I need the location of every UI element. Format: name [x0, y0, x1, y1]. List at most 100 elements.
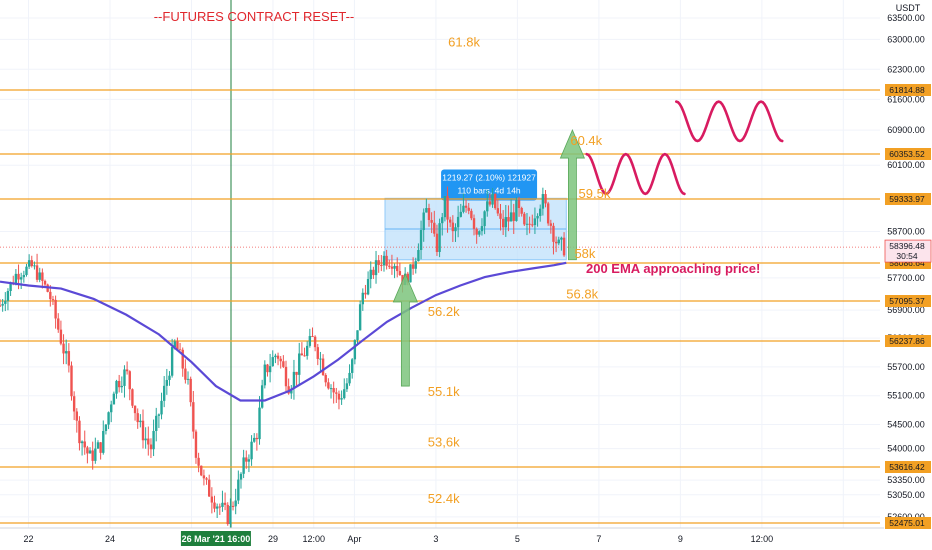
candle-body [49, 291, 52, 300]
candle-body [149, 444, 153, 450]
chart-title: --FUTURES CONTRACT RESET-- [154, 9, 355, 24]
candle-body [268, 366, 272, 373]
time-tick-label: 12:00 [751, 534, 774, 544]
candle-body [176, 341, 179, 350]
candle-body [345, 383, 349, 390]
candle-body [123, 369, 126, 386]
level-price-tag [885, 193, 931, 205]
candle-body [343, 389, 346, 399]
up-arrow [559, 129, 586, 261]
candlesticks [0, 186, 566, 537]
price-tick-label: 60900.00 [887, 125, 925, 135]
level-price-tag [885, 335, 931, 347]
candle-body [557, 239, 560, 244]
candle-body [501, 218, 505, 228]
candle-body [451, 222, 455, 232]
candle-body [377, 260, 380, 265]
candle-body [290, 388, 293, 394]
candle-body [189, 378, 192, 403]
candle-body [38, 272, 41, 280]
candle-body [35, 265, 39, 280]
candle-body [433, 222, 436, 234]
candle-body [494, 194, 497, 209]
candle-body [184, 368, 187, 380]
candle-body [284, 366, 288, 387]
level-zone-label: 61.8k [448, 34, 480, 49]
candle-body [25, 266, 28, 275]
candle-body [348, 372, 351, 384]
candle-body [327, 382, 330, 389]
candle-body [231, 505, 235, 507]
price-tick-label: 53350.00 [887, 475, 925, 485]
candle-body [202, 475, 206, 479]
price-tick-label: 55700.00 [887, 362, 925, 372]
time-tick-label: 9 [678, 534, 683, 544]
price-axis[interactable]: 63500.00 63000.00 62300.00 61600.00 60900.00… [884, 0, 932, 550]
candle-body [99, 442, 102, 453]
candle-body [57, 318, 60, 330]
candle-body [393, 265, 396, 269]
candle-body [181, 349, 184, 369]
price-tick-label: 56900.00 [887, 305, 925, 315]
candle-body [409, 264, 412, 283]
candle-body [131, 389, 134, 406]
candle-body [287, 386, 290, 394]
candle-body [454, 227, 457, 232]
candle-body [253, 437, 256, 442]
candle-body [41, 272, 44, 281]
candle-body [321, 358, 325, 375]
level-price-tag [885, 461, 931, 473]
candle-body [430, 220, 433, 223]
candle-body [491, 194, 494, 205]
ema-200-path [0, 261, 567, 402]
candle-body [33, 265, 36, 267]
candle-body [120, 385, 124, 388]
measure-tooltip [441, 169, 538, 201]
projection-arrows [392, 129, 586, 387]
candle-body [258, 407, 261, 440]
candle-body [396, 265, 399, 272]
candle-body [245, 457, 248, 462]
candle-body [303, 355, 306, 357]
level-price-tag-label: 60353.52 [889, 149, 925, 159]
candle-body [255, 437, 259, 440]
current-price-tag [884, 239, 932, 263]
level-labels: 61.8k 60.4k 59.5k 58k 56.8k 56.2k 55.1k 53,6k 52… [428, 34, 611, 506]
time-tick-label: 7 [596, 534, 601, 544]
price-tick-label: 62300.00 [887, 64, 925, 74]
candle-body [104, 424, 108, 431]
candle-body [208, 479, 211, 497]
candle-body [147, 438, 150, 445]
candle-body [157, 414, 161, 416]
price-tick-label: 53050.00 [887, 490, 925, 500]
candle-body [107, 412, 110, 425]
candle-body [388, 265, 391, 267]
candle-body [139, 420, 142, 423]
candle-body [398, 271, 402, 276]
price-tick-label: 63500.00 [887, 13, 925, 23]
time-axis[interactable]: 22 24 29 12:00 Apr 3 5 7 9 12:00 26 Mar '21 16:00 [0, 527, 884, 550]
candle-body [528, 223, 531, 225]
time-tick-label: 24 [105, 534, 115, 544]
candle-body [305, 345, 309, 356]
candle-body [441, 217, 444, 224]
price-tick-label: 57700.00 [887, 273, 925, 283]
candle-body [6, 291, 10, 301]
candle-body [165, 379, 169, 386]
candle-body [419, 230, 423, 250]
candle-body [133, 405, 137, 414]
wave-projection [585, 152, 686, 196]
measure-tooltip-line1: 1219.27 (2.10%) 121927 [442, 172, 536, 182]
candle-body [1, 303, 4, 306]
candle-body [448, 219, 452, 223]
candle-body [480, 226, 484, 232]
candle-body [422, 212, 425, 231]
candle-body [168, 375, 171, 380]
wave-projection [674, 100, 784, 143]
level-price-tag-label: 56237.86 [889, 336, 925, 346]
level-zone-label: 56.8k [566, 287, 598, 302]
level-zone-label: 56.2k [428, 304, 460, 319]
candle-body [539, 208, 542, 216]
candle-body [533, 218, 537, 226]
